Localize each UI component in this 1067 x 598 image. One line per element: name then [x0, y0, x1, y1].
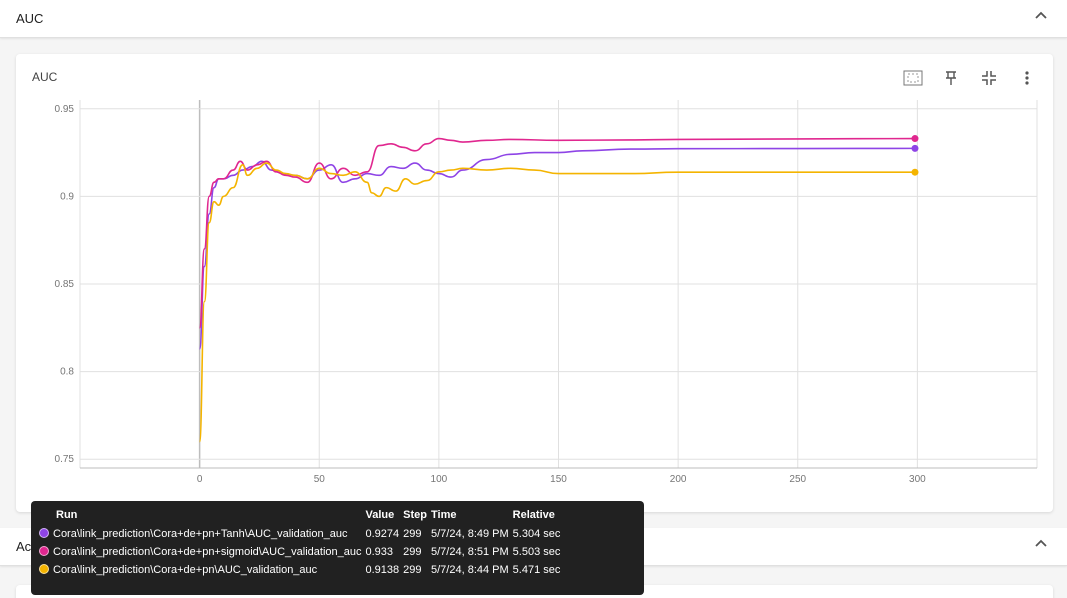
tooltip-step: 299 [403, 564, 422, 576]
y-tick-label: 0.75 [55, 454, 75, 465]
more-vert-icon [1025, 71, 1029, 85]
section-header-auc[interactable]: AUC [0, 0, 1067, 38]
tooltip-value: 0.933 [365, 546, 394, 558]
fit-domain-button[interactable] [901, 68, 925, 88]
tooltip-row: Cora\link_prediction\Cora+de+pn+sigmoid\… [39, 546, 564, 564]
series-line [198, 147, 915, 350]
tooltip-time: 5/7/24, 8:51 PM [431, 546, 509, 558]
series-color-dot [39, 528, 49, 538]
tooltip-relative: 5.503 sec [512, 546, 561, 558]
y-tick-label: 0.8 [60, 367, 74, 378]
pin-icon [946, 71, 956, 85]
chart-tooltip: Run Value Step Time Relative Cora\link_p… [31, 501, 644, 595]
collapse-button[interactable] [977, 68, 1001, 88]
x-tick-label: 200 [670, 474, 687, 485]
y-tick-label: 0.95 [55, 104, 75, 115]
tooltip-header-run: Run [56, 509, 78, 521]
tooltip-step: 299 [403, 528, 422, 540]
y-tick-label: 0.9 [60, 191, 74, 202]
series-line [198, 162, 915, 443]
series-color-dot [39, 546, 49, 556]
series-line [198, 137, 915, 329]
y-tick-label: 0.85 [55, 279, 75, 290]
series-end-point [911, 135, 919, 143]
x-tick-label: 100 [431, 474, 448, 485]
tooltip-run: Cora\link_prediction\Cora+de+pn+sigmoid\… [53, 546, 362, 558]
card-title: AUC [32, 70, 58, 84]
tooltip-header-step: Step [403, 509, 427, 521]
auc-line-chart[interactable]: 0 50 100 150 200 250 300 0.75 0.8 0.85 0.9 0.95 [0, 0, 1067, 510]
tooltip-value: 0.9138 [365, 564, 400, 576]
pin-button[interactable] [939, 68, 963, 88]
chevron-up-icon[interactable] [1033, 536, 1049, 552]
tooltip-relative: 5.471 sec [512, 564, 561, 576]
tooltip-time: 5/7/24, 8:49 PM [431, 528, 509, 540]
series-color-dot [39, 564, 49, 574]
x-tick-label: 0 [197, 474, 203, 485]
tooltip-relative: 5.304 sec [512, 528, 561, 540]
tooltip-time: 5/7/24, 8:44 PM [431, 564, 509, 576]
tooltip-run: Cora\link_prediction\Cora+de+pn\AUC_vali… [53, 564, 318, 576]
more-options-button[interactable] [1015, 68, 1039, 88]
section-title: AUC [16, 11, 44, 26]
series-end-point [911, 144, 919, 152]
tooltip-table: Run Value Step Time Relative Cora\link_p… [39, 509, 564, 582]
tooltip-header-relative: Relative [512, 509, 555, 521]
card-toolbar [901, 68, 1039, 88]
tooltip-header-time: Time [431, 509, 457, 521]
x-tick-label: 300 [909, 474, 926, 485]
x-tick-label: 250 [789, 474, 806, 485]
chart-card: AUC [16, 54, 1053, 512]
series-end-point [911, 168, 919, 176]
tooltip-value: 0.9274 [365, 528, 400, 540]
tooltip-row: Cora\link_prediction\Cora+de+pn+Tanh\AUC… [39, 528, 564, 546]
tooltip-step: 299 [403, 546, 422, 558]
chevron-up-icon[interactable] [1033, 8, 1049, 24]
fit-domain-icon [903, 70, 923, 86]
tooltip-run: Cora\link_prediction\Cora+de+pn+Tanh\AUC… [53, 528, 348, 540]
x-tick-label: 50 [314, 474, 326, 485]
tooltip-row: Cora\link_prediction\Cora+de+pn\AUC_vali… [39, 564, 564, 582]
x-tick-label: 150 [550, 474, 567, 485]
collapse-icon [982, 71, 996, 85]
tooltip-header-value: Value [365, 509, 395, 521]
